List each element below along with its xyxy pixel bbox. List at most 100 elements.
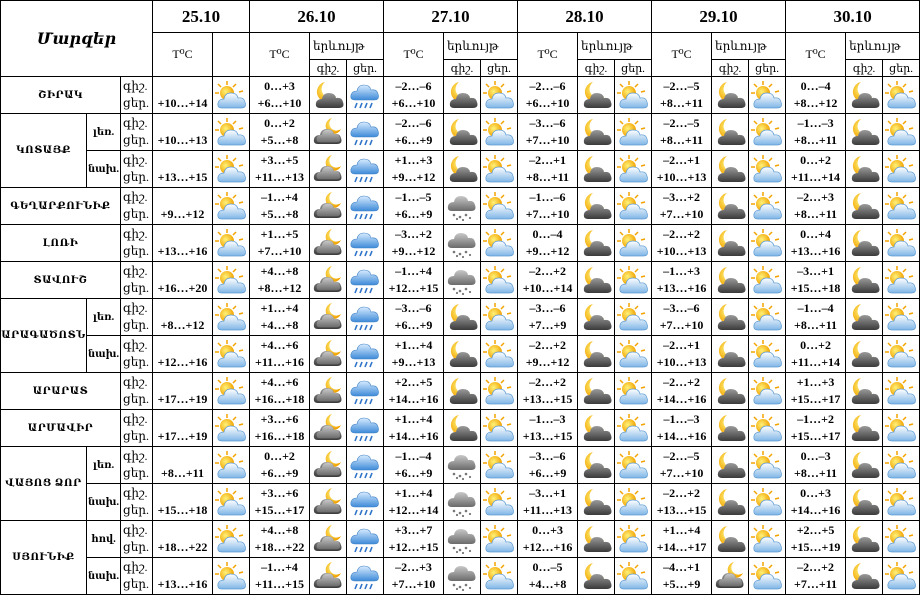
night-temp: +1…+3 bbox=[394, 153, 433, 167]
icon-cell bbox=[614, 261, 653, 299]
temp-header: T⁰C bbox=[785, 32, 847, 77]
day-temp: +8…+11 bbox=[660, 96, 704, 110]
night-temp: –3…+2 bbox=[395, 227, 432, 241]
day-temp: +7…+9 bbox=[528, 318, 567, 332]
night-header: գիշ. bbox=[443, 59, 482, 77]
data-row: նախ. գիշ. ցեր. +12…+16 +4…+6 +11…+16 +1…+4 +9…+… bbox=[1, 335, 921, 373]
data-row: ԿՈՏԱՅՔ լեռ. գիշ. ցեր. +10…+13 0…+2 +5…+8 –2…–6 +… bbox=[0, 113, 921, 188]
sun-cloud-icon bbox=[483, 339, 515, 369]
sun-cloud-icon bbox=[617, 154, 649, 184]
night-temp: –2…+3 bbox=[395, 560, 432, 574]
moon-cloud-icon bbox=[848, 376, 880, 406]
sun-cloud-icon bbox=[215, 191, 247, 221]
icon-cell bbox=[480, 187, 519, 225]
icon-cell bbox=[345, 76, 385, 114]
day-temp: +4…+8 bbox=[528, 577, 567, 591]
day-label: ցեր. bbox=[123, 96, 149, 110]
temp-cell: –3…–6 +6…+9 bbox=[517, 446, 579, 484]
icon-cell bbox=[711, 224, 750, 262]
icon-cell bbox=[711, 446, 750, 484]
day-temp: +10…+13 bbox=[656, 244, 707, 258]
night-label: գիշ. bbox=[123, 301, 148, 315]
moon-cloud-icon bbox=[580, 524, 612, 554]
icon-cell bbox=[748, 372, 787, 410]
phenomenon-header: երևույթ bbox=[711, 32, 787, 60]
icon-cell bbox=[309, 446, 347, 484]
sun-cloud-icon bbox=[215, 117, 247, 147]
moon-cloud-icon bbox=[848, 487, 880, 517]
temp-cell: +17…+19 bbox=[152, 409, 213, 447]
temp-cell: +15…+18 bbox=[152, 483, 213, 521]
cloud-icon bbox=[312, 561, 344, 591]
icon-cell bbox=[845, 150, 884, 188]
region-name: ՎԱՅՈՑ ՁՈՐ bbox=[0, 446, 87, 521]
sun-cloud-icon bbox=[215, 487, 247, 517]
icon-cell bbox=[345, 187, 385, 225]
night-temp: –2…–5 bbox=[663, 449, 700, 463]
night-temp: –2…+1 bbox=[663, 153, 700, 167]
icon-cell bbox=[345, 224, 385, 262]
moon-cloud-icon bbox=[848, 413, 880, 443]
sun-cloud-icon bbox=[617, 524, 649, 554]
night-temp: +1…+4 bbox=[662, 523, 701, 537]
moon-cloud-icon bbox=[580, 265, 612, 295]
region-name: ԱՐԱՐԱՏ bbox=[0, 372, 121, 410]
night-temp: –3…–6 bbox=[529, 449, 566, 463]
day-temp: +10…+14 bbox=[157, 96, 208, 110]
sub-region: լեռ. bbox=[86, 113, 121, 151]
day-temp: +14…+17 bbox=[656, 540, 707, 554]
day-temp: +6…+9 bbox=[528, 466, 567, 480]
day-temp: +16…+18 bbox=[254, 429, 305, 443]
sun-cloud-icon bbox=[215, 154, 247, 184]
temp-cell: –1…–3 +8…+11 bbox=[785, 113, 847, 151]
icon-cell bbox=[309, 113, 347, 151]
day-temp: +13…+15 bbox=[656, 503, 707, 517]
day-header: ցեր. bbox=[882, 59, 921, 77]
cloud-icon bbox=[312, 413, 344, 443]
moon-cloud-icon bbox=[714, 339, 746, 369]
temp-cell: –3…+2 +7…+10 bbox=[651, 187, 713, 225]
icon-cell bbox=[309, 76, 347, 114]
sub-region: հով. bbox=[86, 520, 121, 558]
day-temp: +15…+17 bbox=[790, 429, 841, 443]
moon-cloud-icon bbox=[580, 191, 612, 221]
icon-cell bbox=[882, 113, 921, 151]
spacer bbox=[154, 485, 212, 502]
rain-icon bbox=[349, 376, 381, 406]
icon-cell bbox=[748, 520, 787, 558]
temp-cell: +16…+20 bbox=[152, 261, 213, 299]
day-header: ցեր. bbox=[480, 59, 519, 77]
moon-cloud-icon bbox=[446, 154, 478, 184]
day-temp: +10…+13 bbox=[656, 170, 707, 184]
icon-cell bbox=[480, 446, 519, 484]
icon-cell bbox=[711, 409, 750, 447]
data-row: ՏԱՎՈՒՇ գիշ. ցեր. +16…+20 +4…+8 +8…+12 –1…+4 +12… bbox=[0, 261, 921, 299]
moon-cloud-icon bbox=[848, 154, 880, 184]
temp-cell: +1…+3 +15…+17 bbox=[785, 372, 847, 410]
data-row: ԱՐԱԳԱԾՈՏՆ լեռ. գիշ. ցեր. +8…+12 +1…+4 +4…+8 –3…… bbox=[0, 298, 921, 373]
night-temp: –2…+2 bbox=[529, 338, 566, 352]
phenomenon-header: երևույթ bbox=[308, 32, 385, 60]
moon-cloud-icon bbox=[446, 80, 478, 110]
rain-icon bbox=[349, 154, 381, 184]
icon-cell bbox=[212, 113, 250, 151]
temp-cell: +17…+19 bbox=[152, 372, 213, 410]
temp-cell: +3…+5 +11…+13 bbox=[249, 150, 310, 188]
day-temp: +14…+16 bbox=[388, 392, 439, 406]
temp-cell: +3…+6 +16…+18 bbox=[249, 409, 310, 447]
night-temp: –3…–6 bbox=[529, 116, 566, 130]
temp-cell: –1…+4 +5…+8 bbox=[249, 187, 310, 225]
sun-cloud-icon bbox=[483, 228, 515, 258]
icon-cell bbox=[577, 187, 616, 225]
icon-cell bbox=[577, 150, 616, 188]
icon-cell bbox=[882, 150, 921, 188]
icon-cell bbox=[882, 224, 921, 262]
sun-cloud-icon bbox=[617, 339, 649, 369]
moon-cloud-icon bbox=[580, 376, 612, 406]
sleet-icon bbox=[446, 487, 478, 517]
rain-icon bbox=[349, 302, 381, 332]
sleet-icon bbox=[446, 450, 478, 480]
icon-cell bbox=[748, 298, 787, 336]
data-row: ՍՅՈՒՆԻՔ հով. գիշ. ցեր. +18…+22 +4…+8 +18…+22 +3… bbox=[0, 520, 921, 595]
